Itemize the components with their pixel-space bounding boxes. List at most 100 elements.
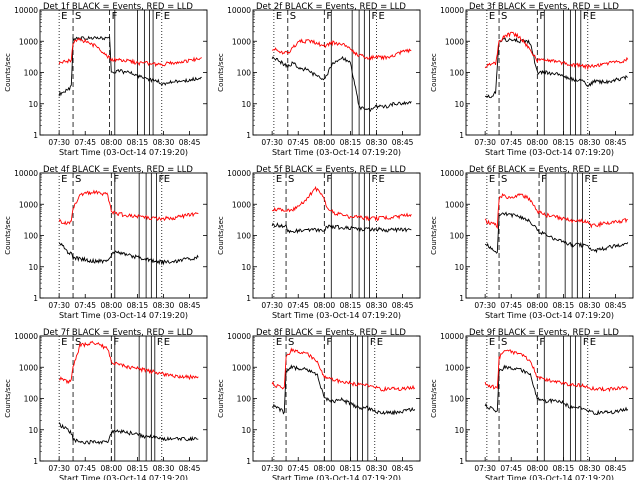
event-marker-label: E [164, 337, 170, 348]
y-tick-label: 10000 [14, 169, 38, 178]
y-tick-label: 10000 [227, 6, 251, 15]
event-marker-label: E [377, 337, 383, 348]
event-marker-label: E [61, 174, 67, 185]
x-tick-label: 08:15 [127, 138, 149, 147]
x-tick-label: 08:30 [579, 301, 601, 310]
event-marker-label: E [489, 11, 495, 22]
event-marker-label: F [157, 337, 163, 348]
x-tick-label: 07:45 [500, 138, 522, 147]
event-marker-label: S [290, 11, 296, 22]
event-marker-label: F [326, 11, 332, 22]
x-tick-label: 08:00 [101, 138, 123, 147]
event-marker-label: F [155, 11, 161, 22]
x-tick-label: 07:30 [261, 301, 283, 310]
y-tick-label: 1000 [19, 363, 38, 372]
x-tick-label: 08:45 [179, 301, 201, 310]
x-tick-label: 07:45 [500, 464, 522, 473]
plot-frame [252, 9, 421, 136]
x-tick-label: 08:00 [527, 464, 549, 473]
x-tick-label: 08:45 [605, 301, 627, 310]
x-tick-label: 08:15 [340, 301, 362, 310]
y-axis-label: Counts/sec [430, 379, 438, 418]
y-tick-label: 10000 [227, 332, 251, 341]
x-tick-label: 08:45 [392, 464, 414, 473]
x-tick-label: 08:45 [179, 464, 201, 473]
series-line-events [271, 222, 412, 235]
y-axis-label: Counts/sec [4, 379, 12, 418]
event-marker-label: F [583, 337, 589, 348]
event-marker-label: E [276, 11, 282, 22]
x-axis-label: Start Time (03-Oct-14 07:19:20) [485, 148, 614, 157]
x-tick-label: 08:45 [605, 138, 627, 147]
event-marker-label: E [276, 337, 282, 348]
y-tick-label: 10000 [227, 169, 251, 178]
plot-frame [465, 172, 634, 299]
x-tick-label: 07:45 [287, 301, 309, 310]
x-axis-label: Start Time (03-Oct-14 07:19:20) [59, 311, 188, 320]
x-tick-label: 08:30 [153, 301, 175, 310]
event-marker-label: E [164, 174, 170, 185]
plot-frame [39, 335, 208, 462]
event-marker-label: F [583, 11, 589, 22]
y-tick-label: 1000 [19, 200, 38, 209]
panel-2: Det 2f BLACK = Events, RED = LLD Counts/s… [217, 2, 421, 157]
series-line-lld [272, 38, 412, 61]
event-marker-label: F [539, 337, 545, 348]
y-tick-label: 1 [459, 294, 464, 303]
event-marker-label: S [75, 174, 81, 185]
y-tick-label: 100 [450, 395, 465, 404]
panel-4: Det 4f BLACK = Events, RED = LLD Counts/s… [4, 165, 208, 320]
x-tick-label: 08:15 [340, 138, 362, 147]
x-tick-label: 08:15 [127, 301, 149, 310]
x-tick-label: 08:30 [579, 464, 601, 473]
event-marker-label: E [276, 174, 282, 185]
series-line-events [271, 55, 412, 113]
series-line-lld [271, 347, 416, 392]
plot-frame [252, 335, 421, 462]
panel-8: Det 8f BLACK = Events, RED = LLD Counts/s… [217, 328, 421, 480]
y-tick-label: 1 [33, 457, 38, 466]
y-tick-label: 100 [24, 232, 39, 241]
panel-6: Det 6f BLACK = Events, RED = LLD Counts/s… [430, 165, 634, 320]
y-tick-label: 10000 [440, 169, 464, 178]
y-tick-label: 1000 [232, 363, 251, 372]
event-marker-label: E [61, 11, 67, 22]
event-marker-label: F [113, 337, 119, 348]
y-tick-label: 1000 [232, 37, 251, 46]
y-tick-label: 10 [454, 263, 464, 272]
y-tick-label: 1 [459, 457, 464, 466]
x-tick-label: 08:00 [314, 464, 336, 473]
y-tick-label: 100 [450, 232, 465, 241]
y-tick-label: 100 [24, 395, 39, 404]
x-tick-label: 08:00 [527, 301, 549, 310]
event-marker-label: S [75, 337, 81, 348]
series-line-lld [58, 340, 199, 385]
x-axis-label: Start Time (03-Oct-14 07:19:20) [59, 474, 188, 480]
x-axis-label: Start Time (03-Oct-14 07:19:20) [272, 311, 401, 320]
event-marker-label: F [539, 11, 545, 22]
x-tick-label: 08:15 [553, 138, 575, 147]
event-marker-label: S [501, 337, 507, 348]
x-tick-label: 08:00 [101, 301, 123, 310]
panel-7: Det 7f BLACK = Events, RED = LLD Counts/s… [4, 328, 208, 480]
series-line-lld [484, 192, 628, 230]
y-tick-label: 1 [246, 131, 251, 140]
y-tick-label: 1 [246, 294, 251, 303]
event-marker-label: E [379, 174, 385, 185]
x-tick-label: 08:30 [366, 301, 388, 310]
y-tick-label: 10 [241, 263, 251, 272]
event-marker-label: S [288, 337, 294, 348]
y-tick-label: 100 [24, 69, 39, 78]
event-marker-label: F [113, 174, 119, 185]
x-tick-label: 08:30 [153, 138, 175, 147]
event-marker-label: S [75, 11, 81, 22]
y-tick-label: 100 [450, 69, 465, 78]
y-tick-label: 1000 [445, 200, 464, 209]
x-tick-label: 08:30 [153, 464, 175, 473]
y-tick-label: 100 [237, 395, 252, 404]
y-axis-label: Counts/sec [430, 53, 438, 92]
x-axis-label: Start Time (03-Oct-14 07:19:20) [485, 474, 614, 480]
series-line-events [484, 211, 629, 254]
y-tick-label: 10000 [440, 332, 464, 341]
event-marker-label: F [585, 174, 591, 185]
